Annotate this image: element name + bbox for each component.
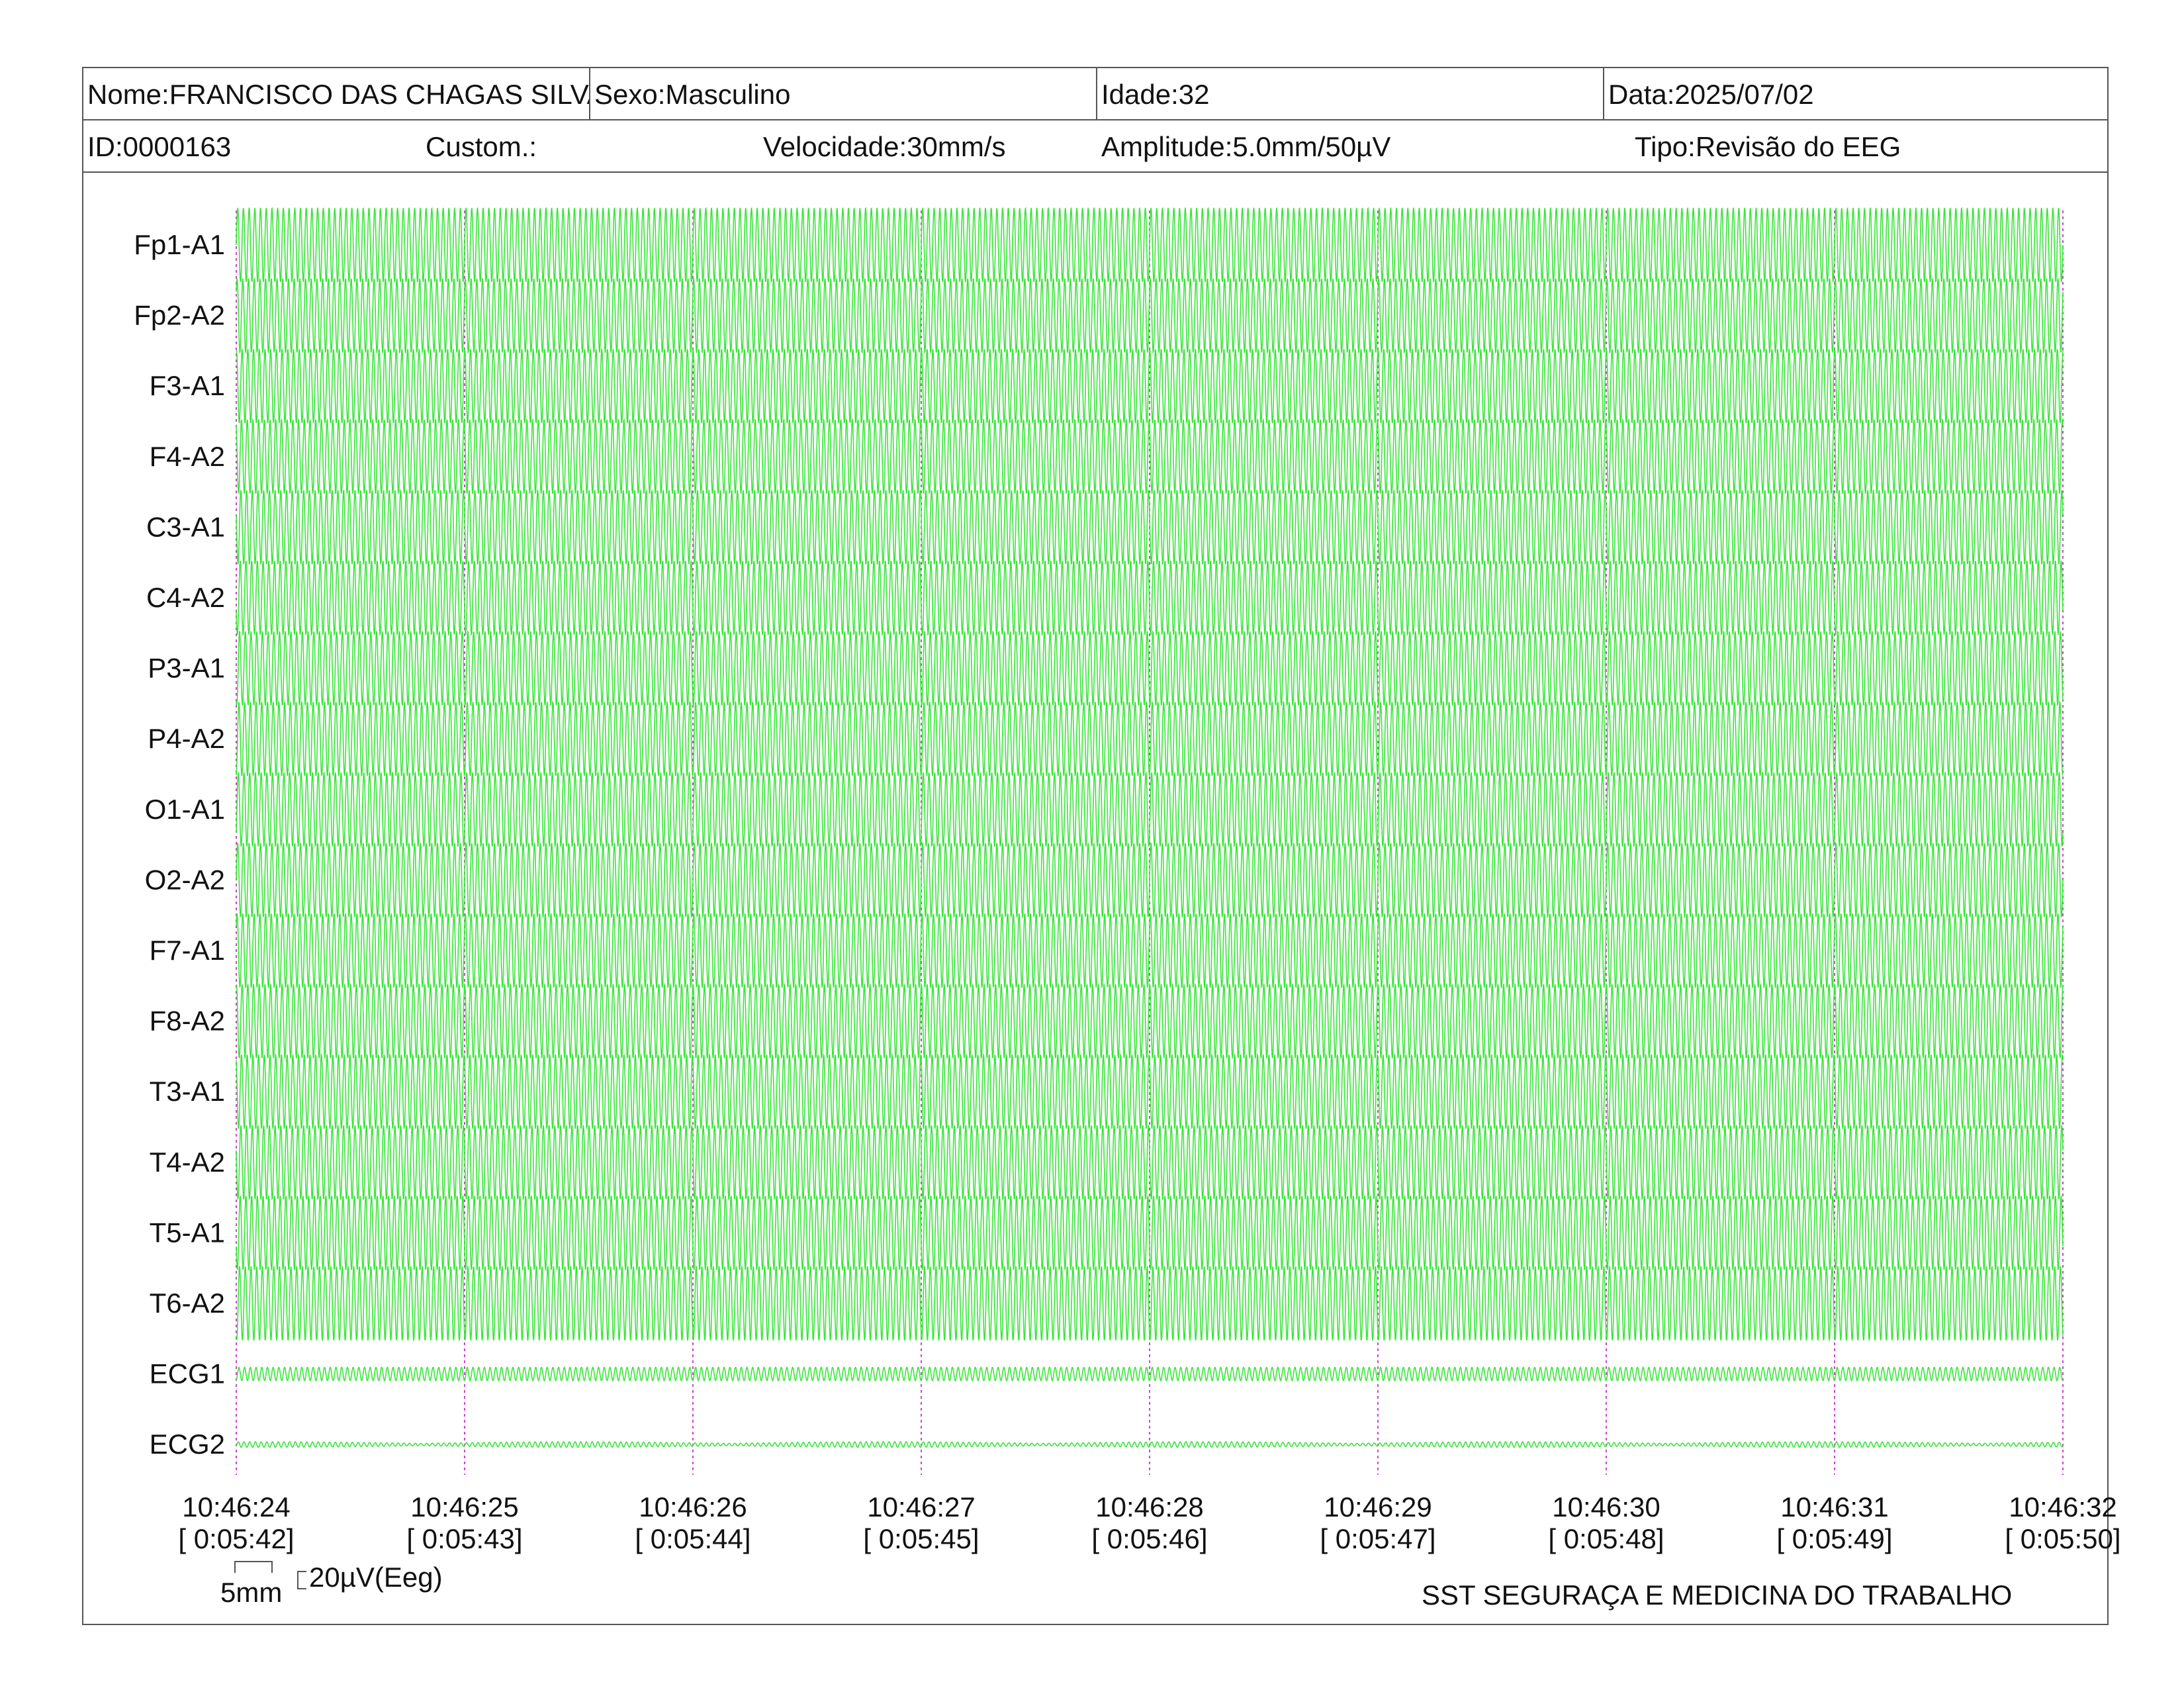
header-row-1: Nome:FRANCISCO DAS CHAGAS SILVA Sexo:Mas… [83,68,2107,120]
patient-id: ID:0000163 [87,131,232,162]
header-divider [1096,68,1097,120]
paper-speed: Velocidade:30mm/s [763,131,1006,162]
exam-date: Data:2025/07/02 [1608,79,1814,110]
patient-name: Nome:FRANCISCO DAS CHAGAS SILVA [87,79,589,110]
header-row-2: ID:0000163 Custom.: Velocidade:30mm/s Am… [83,120,2107,173]
report-sheet: Nome:FRANCISCO DAS CHAGAS SILVA Sexo:Mas… [82,67,2109,1625]
header-divider [1603,68,1604,120]
patient-sex: Sexo:Masculino [594,79,791,110]
patient-age: Idade:32 [1101,79,1210,110]
custom-field: Custom.: [426,131,537,162]
amplitude-setting: Amplitude:5.0mm/50µV [1101,131,1391,162]
header-divider [589,68,590,120]
exam-type: Tipo:Revisão do EEG [1635,131,1901,162]
